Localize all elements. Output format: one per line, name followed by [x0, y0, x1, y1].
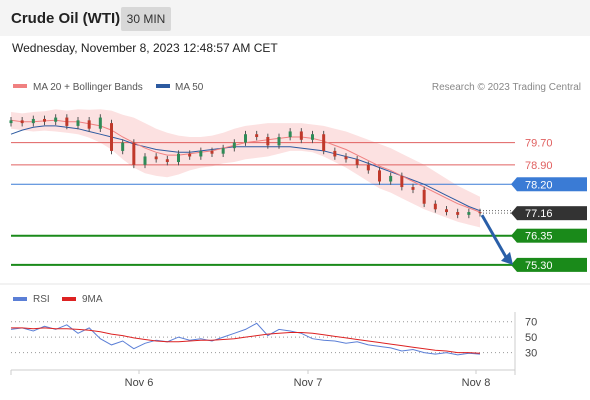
- candle-body: [411, 187, 415, 190]
- candle-body: [378, 170, 381, 182]
- x-tick-label: Nov 7: [294, 377, 323, 389]
- candle-body: [366, 164, 370, 171]
- candle-body: [422, 189, 426, 204]
- candle-body: [177, 153, 180, 163]
- candle-body: [132, 142, 136, 165]
- candle-body: [478, 212, 482, 214]
- rsi-ma-legend-swatch: [62, 297, 76, 301]
- timestamp: Wednesday, November 8, 2023 12:48:57 AM …: [12, 41, 278, 55]
- bollinger-band: [11, 109, 480, 228]
- candle-body: [299, 131, 303, 140]
- rsi-line: [10, 322, 481, 356]
- level-tag-pointer: [511, 228, 517, 243]
- candle-body: [322, 134, 326, 151]
- last-price-tag-pointer: [511, 206, 517, 221]
- rsi-plot: 70 50 30: [10, 317, 537, 360]
- candle-body: [467, 212, 471, 215]
- candle-body: [110, 123, 113, 151]
- ma50-legend-swatch: [156, 84, 170, 88]
- candle-body: [20, 120, 24, 124]
- candle-body: [433, 203, 437, 210]
- level-label: 79.70: [525, 138, 553, 150]
- candle-body: [210, 150, 214, 154]
- candle-body: [143, 156, 147, 165]
- rsi-tick-label: 30: [525, 348, 537, 360]
- candle-body: [76, 120, 80, 126]
- candle-body: [43, 118, 46, 122]
- candle-body: [199, 150, 203, 157]
- candle-body: [221, 148, 225, 154]
- rsi-ma-legend-label: 9MA: [82, 294, 103, 305]
- last-price-label: 77.16: [525, 208, 553, 220]
- rsi-ma-line: [11, 327, 481, 354]
- x-tick-label: Nov 8: [462, 377, 491, 389]
- level-tag: [517, 257, 587, 272]
- rsi-legend-label: RSI: [33, 294, 50, 305]
- level-tag-pointer: [511, 177, 517, 192]
- instrument-title: Crude Oil (WTI): [11, 10, 121, 27]
- candle-body: [98, 117, 102, 129]
- ma20-legend-label: MA 20 + Bollinger Bands: [33, 82, 143, 93]
- candle-body: [31, 118, 35, 124]
- level-tag: [517, 177, 587, 192]
- candle-body: [311, 134, 314, 140]
- timeframe-badge[interactable]: 30 MIN: [121, 7, 171, 31]
- candle-body: [54, 117, 58, 122]
- forecast-arrow-shaft: [480, 214, 509, 260]
- last-price-tag: [517, 206, 587, 221]
- rsi-legend-swatch: [13, 297, 27, 301]
- chart-panel: [0, 36, 590, 400]
- header-bar: Crude Oil (WTI) 30 MIN: [0, 0, 590, 36]
- candle-body: [344, 156, 348, 160]
- candle-body: [188, 153, 192, 157]
- candle-body: [445, 209, 448, 213]
- candle-body: [244, 134, 247, 143]
- level-tag: [517, 228, 587, 243]
- level-label: 75.30: [525, 260, 553, 272]
- candle-body: [277, 137, 281, 146]
- candle-body: [121, 142, 125, 151]
- candle-body: [255, 134, 259, 138]
- level-tag-pointer: [511, 257, 517, 272]
- candle-body: [154, 156, 158, 160]
- ma50-legend-label: MA 50: [175, 82, 204, 93]
- candle-body: [266, 137, 270, 146]
- candle-body: [456, 212, 460, 215]
- candle-body: [9, 120, 13, 124]
- forecast-arrow-head: [501, 251, 513, 265]
- candle-body: [65, 117, 69, 126]
- candle-body: [333, 150, 337, 157]
- ma20-legend-swatch: [13, 84, 27, 88]
- candle-body: [355, 159, 359, 165]
- candle-body: [288, 131, 292, 138]
- main-plot: 79.70 78.90 78.20 76.35 75.30 77.16: [9, 109, 587, 272]
- rsi-tick-label: 70: [525, 317, 537, 329]
- credit-text: Research © 2023 Trading Central: [432, 82, 581, 93]
- level-label: 76.35: [525, 231, 553, 243]
- candle-body: [87, 120, 91, 129]
- rsi-tick-label: 50: [525, 332, 537, 344]
- candle-body: [400, 175, 404, 188]
- x-tick-label: Nov 6: [125, 377, 154, 389]
- x-axis: Nov 6 Nov 7 Nov 8: [10, 312, 516, 389]
- candle-body: [165, 159, 169, 163]
- candle-body: [232, 142, 236, 149]
- level-label: 78.20: [525, 179, 553, 191]
- candle-body: [389, 175, 393, 182]
- level-label: 78.90: [525, 160, 553, 172]
